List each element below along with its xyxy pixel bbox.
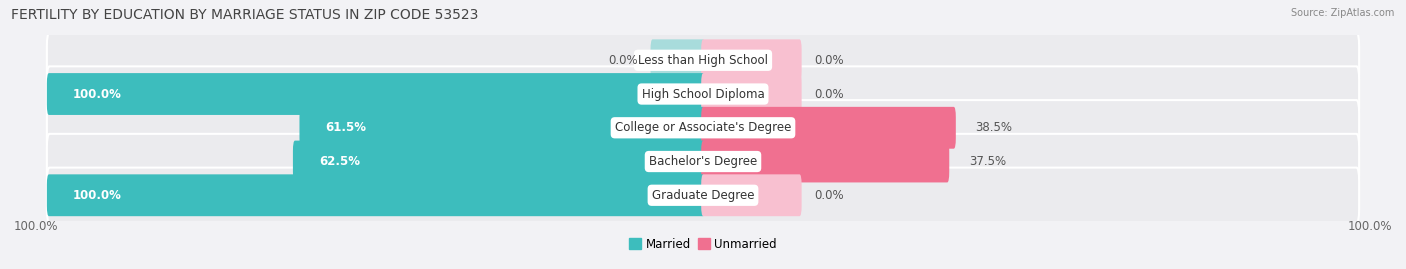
FancyBboxPatch shape [46,168,1360,223]
FancyBboxPatch shape [46,73,704,115]
FancyBboxPatch shape [46,33,1360,88]
Text: 100.0%: 100.0% [73,87,122,101]
Text: FERTILITY BY EDUCATION BY MARRIAGE STATUS IN ZIP CODE 53523: FERTILITY BY EDUCATION BY MARRIAGE STATU… [11,8,478,22]
Legend: Married, Unmarried: Married, Unmarried [624,233,782,256]
Text: 100.0%: 100.0% [14,220,59,233]
Text: 61.5%: 61.5% [326,121,367,134]
Text: 100.0%: 100.0% [73,189,122,202]
FancyBboxPatch shape [702,39,801,81]
Text: 0.0%: 0.0% [814,189,844,202]
Text: 62.5%: 62.5% [319,155,360,168]
Text: 100.0%: 100.0% [1347,220,1392,233]
FancyBboxPatch shape [702,107,956,149]
Text: 37.5%: 37.5% [969,155,1005,168]
FancyBboxPatch shape [46,66,1360,122]
FancyBboxPatch shape [702,141,949,182]
FancyBboxPatch shape [299,107,704,149]
Text: College or Associate's Degree: College or Associate's Degree [614,121,792,134]
Text: 0.0%: 0.0% [814,87,844,101]
FancyBboxPatch shape [702,73,801,115]
FancyBboxPatch shape [292,141,704,182]
Text: Less than High School: Less than High School [638,54,768,67]
Text: Source: ZipAtlas.com: Source: ZipAtlas.com [1291,8,1395,18]
FancyBboxPatch shape [46,174,704,216]
FancyBboxPatch shape [651,39,704,81]
Text: Graduate Degree: Graduate Degree [652,189,754,202]
Text: High School Diploma: High School Diploma [641,87,765,101]
FancyBboxPatch shape [46,134,1360,189]
Text: 0.0%: 0.0% [814,54,844,67]
Text: 38.5%: 38.5% [976,121,1012,134]
FancyBboxPatch shape [702,174,801,216]
Text: Bachelor's Degree: Bachelor's Degree [650,155,756,168]
FancyBboxPatch shape [46,100,1360,155]
Text: 0.0%: 0.0% [607,54,637,67]
